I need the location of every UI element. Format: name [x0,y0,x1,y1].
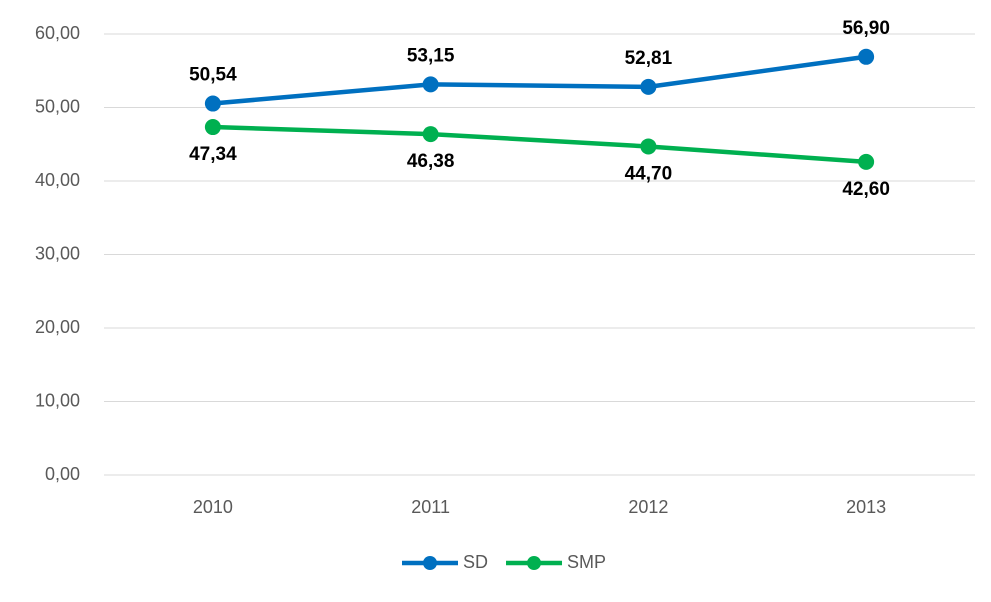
data-label: 53,15 [407,45,455,66]
data-point [204,119,221,136]
data-label: 52,81 [625,48,673,69]
legend-marker [527,556,542,570]
series-line [212,124,867,165]
y-tick-label: 20,00 [35,317,80,337]
data-label: 47,34 [189,144,237,165]
x-tick-label: 2010 [193,497,233,517]
series-line [212,54,867,106]
data-point [858,48,875,65]
data-point [422,126,439,143]
x-tick-label: 2011 [411,497,450,517]
x-tick-label: 2012 [628,497,668,517]
y-tick-label: 40,00 [35,170,80,190]
y-tick-label: 0,00 [45,464,80,484]
data-label: 46,38 [407,151,455,172]
y-tick-label: 10,00 [35,390,80,410]
legend-label: SD [463,552,488,572]
x-tick-label: 2013 [846,497,886,517]
data-label: 42,60 [842,179,890,200]
data-label: 56,90 [842,18,890,39]
legend-label: SMP [567,552,606,572]
legend-marker [423,556,437,570]
data-label: 50,54 [189,65,237,86]
data-point [858,153,875,170]
y-tick-label: 60,00 [35,23,80,43]
data-point [204,95,221,112]
data-point [422,76,439,93]
y-tick-label: 30,00 [35,243,80,263]
data-point [640,138,657,155]
data-point [640,78,657,95]
data-label: 44,70 [625,163,673,184]
y-tick-label: 50,00 [35,96,80,116]
